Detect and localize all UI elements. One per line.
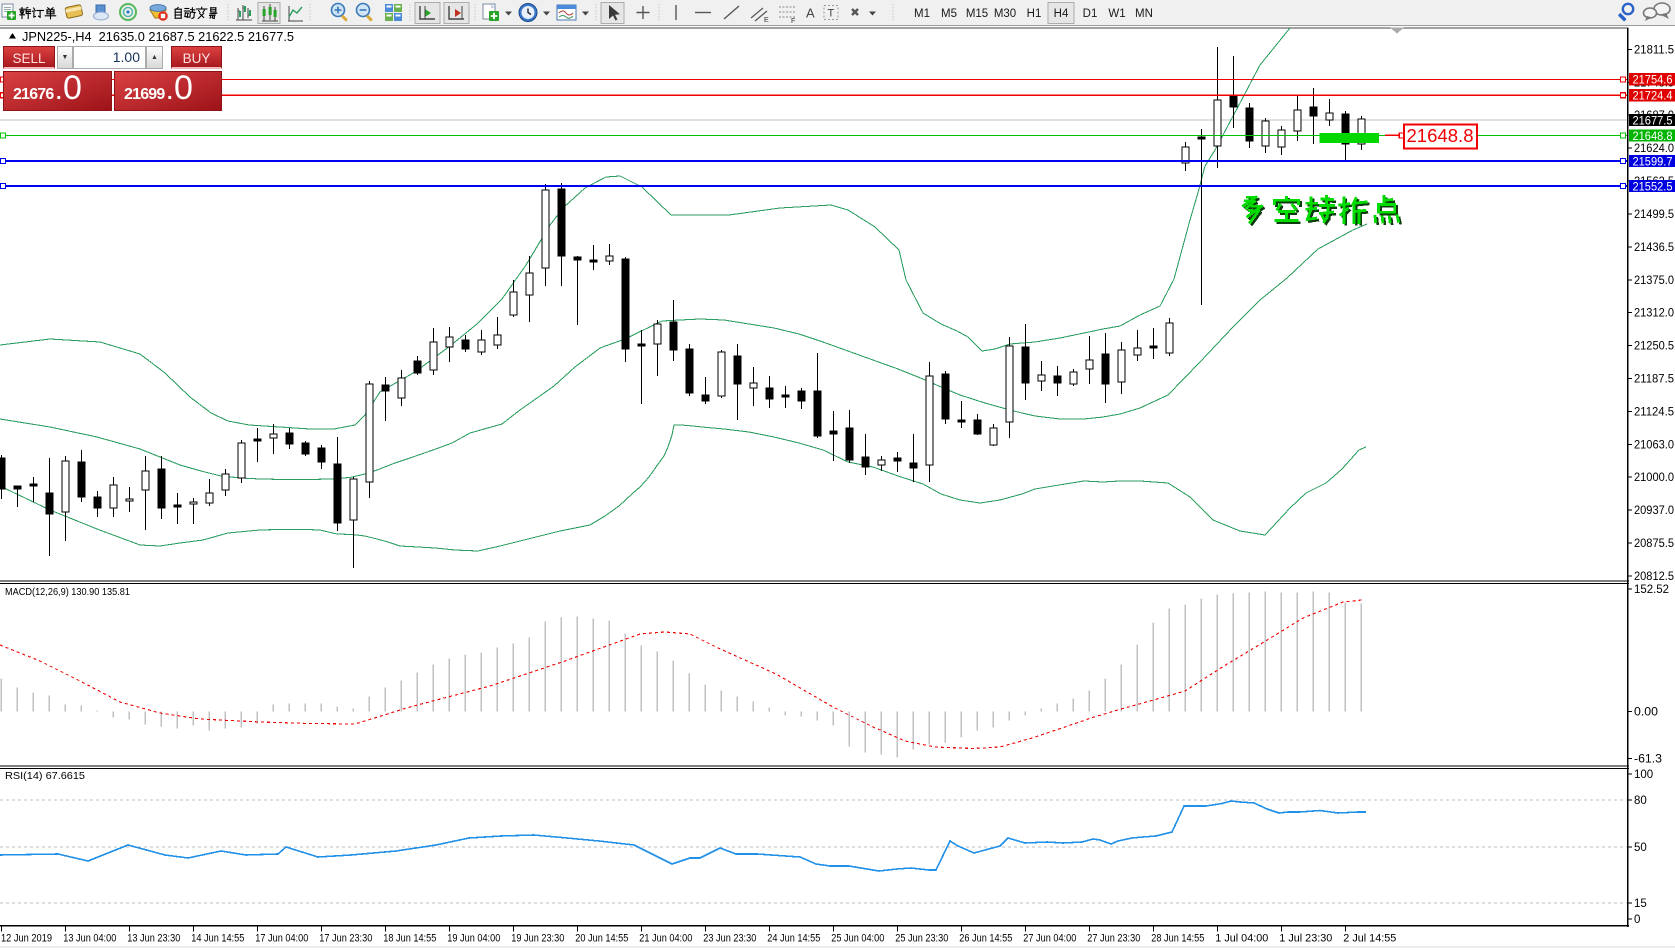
svg-text:21624.0: 21624.0	[1634, 143, 1674, 155]
svg-text:MACD(12,26,9) 130.90 135.81: MACD(12,26,9) 130.90 135.81	[5, 586, 130, 598]
svg-text:T: T	[828, 8, 835, 20]
svg-text:25 Jun 04:00: 25 Jun 04:00	[831, 933, 884, 945]
svg-text:A: A	[806, 6, 815, 21]
svg-text:RSI(14) 67.6615: RSI(14) 67.6615	[5, 770, 85, 782]
svg-text:21436.5: 21436.5	[1634, 242, 1674, 254]
svg-text:1 Jul 23:30: 1 Jul 23:30	[1279, 933, 1332, 945]
svg-text:21 Jun 04:00: 21 Jun 04:00	[639, 933, 692, 945]
svg-text:21063.0: 21063.0	[1634, 439, 1674, 451]
svg-text:21754.6: 21754.6	[1633, 75, 1673, 87]
svg-text:20812.5: 20812.5	[1634, 571, 1674, 583]
svg-text:M30: M30	[994, 8, 1016, 20]
svg-text:17 Jun 04:00: 17 Jun 04:00	[255, 933, 308, 945]
svg-text:MN: MN	[1135, 8, 1153, 20]
svg-text:100: 100	[1634, 769, 1653, 781]
svg-text:W1: W1	[1108, 8, 1125, 20]
svg-text:20 Jun 14:55: 20 Jun 14:55	[575, 933, 628, 945]
svg-text:21648.8: 21648.8	[1633, 131, 1673, 143]
svg-text:25 Jun 23:30: 25 Jun 23:30	[895, 933, 948, 945]
svg-text:15: 15	[1634, 898, 1647, 910]
svg-text:M1: M1	[914, 8, 930, 20]
svg-text:1 Jul 04:00: 1 Jul 04:00	[1215, 933, 1268, 945]
svg-text:2 Jul 14:55: 2 Jul 14:55	[1343, 933, 1396, 945]
svg-text:21724.4: 21724.4	[1633, 91, 1674, 103]
svg-text:21599.7: 21599.7	[1633, 156, 1673, 168]
svg-text:23 Jun 23:30: 23 Jun 23:30	[703, 933, 756, 945]
svg-text:26 Jun 14:55: 26 Jun 14:55	[959, 933, 1012, 945]
svg-text:21677.5: 21677.5	[1633, 115, 1673, 127]
svg-text:H4: H4	[1054, 8, 1069, 20]
svg-text:12 Jun 2019: 12 Jun 2019	[1, 933, 52, 945]
svg-text:21811.5: 21811.5	[1634, 44, 1674, 56]
svg-text:M15: M15	[966, 8, 988, 20]
svg-text:21124.5: 21124.5	[1634, 406, 1674, 418]
svg-text:21187.5: 21187.5	[1634, 374, 1674, 386]
svg-text:0.00: 0.00	[1634, 707, 1658, 719]
svg-text:21552.5: 21552.5	[1633, 181, 1673, 193]
svg-text:19 Jun 23:30: 19 Jun 23:30	[511, 933, 564, 945]
svg-text:27 Jun 04:00: 27 Jun 04:00	[1023, 933, 1076, 945]
svg-text:20937.0: 20937.0	[1634, 505, 1674, 517]
svg-text:13 Jun 23:30: 13 Jun 23:30	[127, 933, 180, 945]
svg-text:28 Jun 14:55: 28 Jun 14:55	[1151, 933, 1204, 945]
svg-text:80: 80	[1634, 795, 1647, 807]
svg-text:21375.0: 21375.0	[1634, 275, 1674, 287]
svg-text:JPN225-,H4 21635.0 21687.5 21: JPN225-,H4 21635.0 21687.5 21622.5 21677…	[22, 30, 294, 44]
svg-text:14 Jun 14:55: 14 Jun 14:55	[191, 933, 244, 945]
svg-text:21000.0: 21000.0	[1634, 472, 1674, 484]
svg-text:50: 50	[1634, 842, 1647, 854]
svg-text:13 Jun 04:00: 13 Jun 04:00	[63, 933, 116, 945]
svg-text:0: 0	[1634, 914, 1640, 926]
svg-text:17 Jun 23:30: 17 Jun 23:30	[319, 933, 372, 945]
svg-text:H1: H1	[1027, 8, 1042, 20]
svg-text:27 Jun 23:30: 27 Jun 23:30	[1087, 933, 1140, 945]
svg-text:21499.5: 21499.5	[1634, 209, 1674, 221]
svg-text:18 Jun 14:55: 18 Jun 14:55	[383, 933, 436, 945]
svg-text:F: F	[791, 18, 795, 25]
svg-text:21250.5: 21250.5	[1634, 341, 1674, 353]
svg-text:-61.3: -61.3	[1634, 754, 1662, 766]
svg-text:D1: D1	[1083, 8, 1098, 20]
svg-text:21648.8: 21648.8	[1407, 125, 1474, 146]
svg-text:E: E	[764, 17, 769, 24]
svg-text:19 Jun 04:00: 19 Jun 04:00	[447, 933, 500, 945]
svg-text:M5: M5	[941, 8, 957, 20]
svg-text:20875.5: 20875.5	[1634, 538, 1674, 550]
svg-text:21312.0: 21312.0	[1634, 308, 1674, 320]
svg-text:24 Jun 14:55: 24 Jun 14:55	[767, 933, 820, 945]
svg-text:152.52: 152.52	[1634, 584, 1669, 596]
